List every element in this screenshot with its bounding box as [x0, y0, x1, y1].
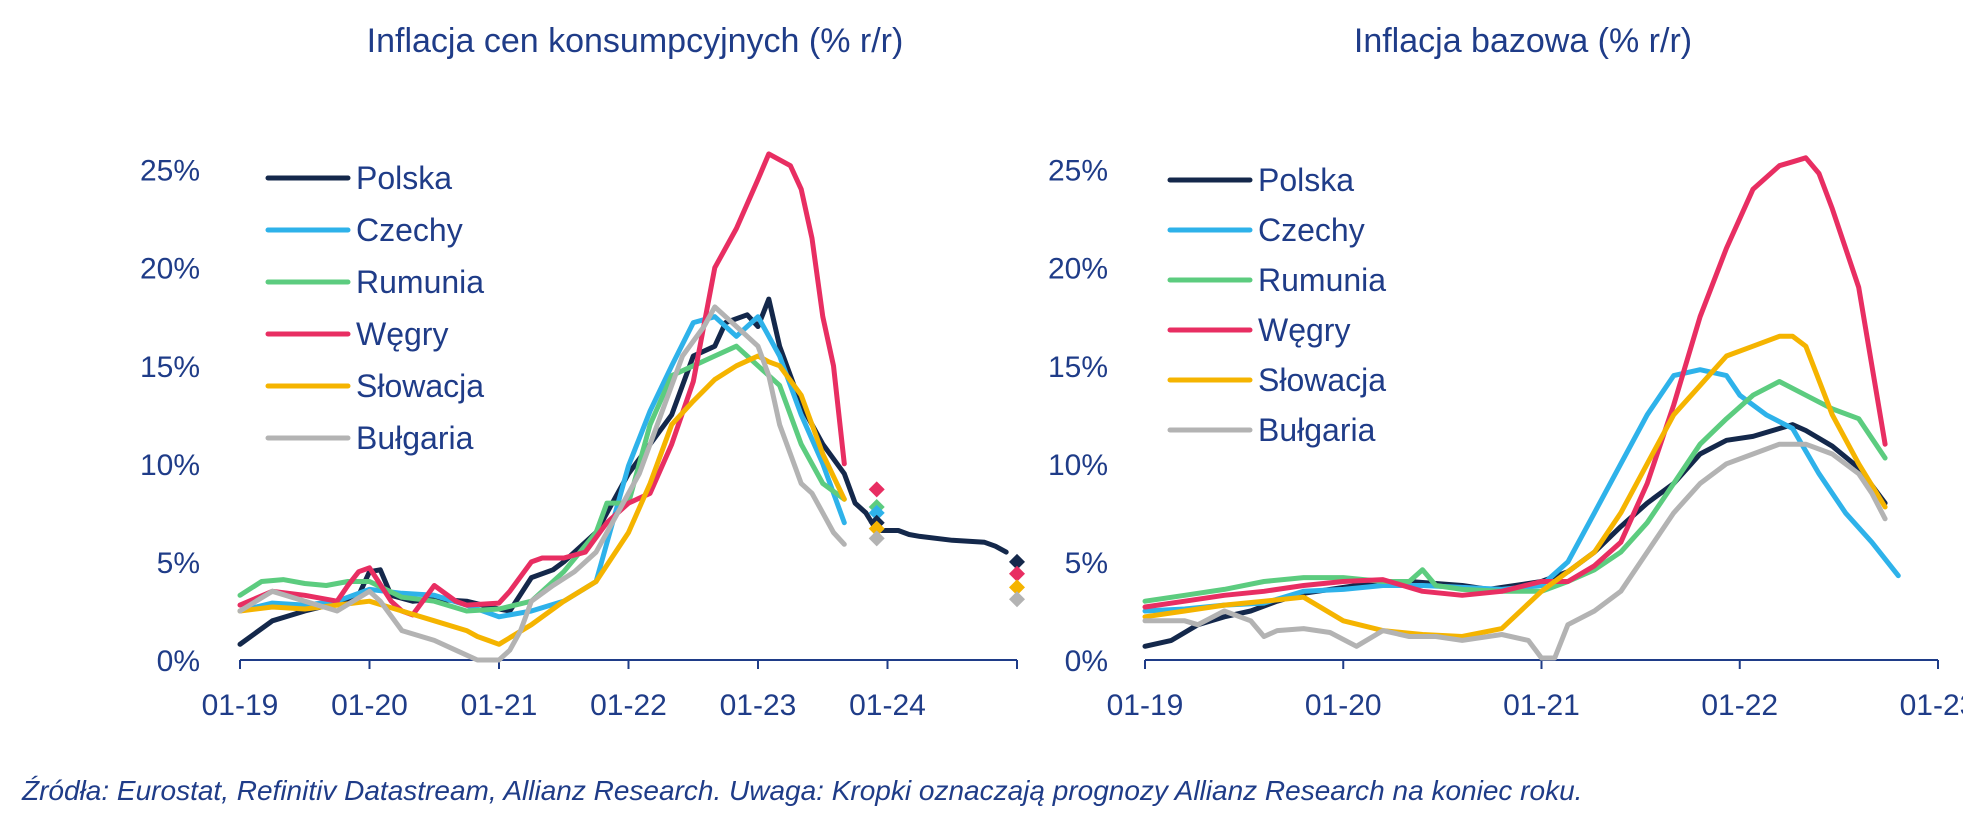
- x-tick-label: 01-22: [1701, 689, 1778, 722]
- x-axis-labels: 01-19 01-20 01-21 01-22 01-23: [1107, 689, 1963, 722]
- legend-label: Rumunia: [1258, 262, 1386, 298]
- legend-label: Bułgaria: [1258, 412, 1376, 448]
- chart-cpi-inflation: Inflacja cen konsumpcyjnych (% r/r) 0% 5%…: [140, 22, 1025, 722]
- y-tick-label: 5%: [1065, 547, 1108, 580]
- legend-label: Rumunia: [356, 264, 484, 300]
- legend: Polska Czechy Rumunia Węgry Słowacja Bułgaria: [265, 160, 484, 456]
- chart-core-inflation: Inflacja bazowa (% r/r) 0% 5% 10% 15% 20% 25%…: [1048, 22, 1963, 722]
- y-tick-label: 20%: [140, 253, 200, 286]
- y-tick-label: 15%: [1048, 351, 1108, 384]
- x-tick-label: 01-19: [202, 689, 279, 722]
- x-tick-label: 01-19: [1107, 689, 1184, 722]
- chart-title: Inflacja cen konsumpcyjnych (% r/r): [367, 22, 904, 60]
- x-tick-label: 01-24: [849, 689, 926, 722]
- chart-title: Inflacja bazowa (% r/r): [1354, 22, 1692, 60]
- x-tick-label: 01-22: [590, 689, 667, 722]
- source-footnote: Źródła: Eurostat, Refinitiv Datastream, …: [22, 775, 1583, 806]
- series-line-bułgaria: [1142, 441, 1888, 661]
- legend-label: Czechy: [1258, 212, 1365, 248]
- x-tick-label: 01-20: [331, 689, 408, 722]
- y-tick-label: 20%: [1048, 253, 1108, 286]
- series-line-węgry: [1142, 155, 1888, 610]
- x-tick-label: 01-23: [1900, 689, 1963, 722]
- y-tick-label: 0%: [1065, 645, 1108, 678]
- series-line-słowacja: [237, 353, 847, 647]
- series-line-czechy: [1142, 367, 1901, 614]
- legend-label: Słowacja: [1258, 362, 1386, 398]
- forecast-marker-bułgaria: [868, 530, 885, 547]
- series-line-bułgaria: [237, 304, 847, 663]
- forecast-marker-czechy: [868, 504, 885, 521]
- series-line-węgry: [237, 151, 847, 618]
- x-tick-label: 01-21: [1503, 689, 1580, 722]
- forecast-marker-węgry: [868, 481, 885, 498]
- legend-label: Czechy: [356, 212, 463, 248]
- x-axis: [1144, 659, 1939, 669]
- y-tick-label: 10%: [1048, 449, 1108, 482]
- legend-label: Polska: [1258, 162, 1354, 198]
- y-tick-label: 0%: [157, 645, 200, 678]
- y-axis-labels: 0% 5% 10% 15% 20% 25%: [140, 155, 200, 678]
- legend-label: Słowacja: [356, 368, 484, 404]
- legend: Polska Czechy Rumunia Węgry Słowacja Bułgaria: [1167, 162, 1386, 448]
- plot-area: [1142, 155, 1901, 661]
- forecast-marker-węgry: [1009, 565, 1025, 582]
- x-axis: [239, 659, 1018, 669]
- x-tick-label: 01-21: [461, 689, 538, 722]
- x-tick-label: 01-23: [720, 689, 797, 722]
- forecast-markers: [868, 481, 1025, 608]
- series-line-rumunia: [1142, 379, 1888, 604]
- y-tick-label: 25%: [1048, 155, 1108, 188]
- legend-label: Bułgaria: [356, 420, 474, 456]
- forecast-marker-słowacja: [868, 520, 885, 537]
- forecast-marker-słowacja: [1009, 579, 1025, 596]
- y-tick-label: 5%: [157, 547, 200, 580]
- plot-area: [237, 151, 1009, 663]
- y-tick-label: 25%: [140, 155, 200, 188]
- legend-label: Węgry: [1258, 312, 1350, 348]
- series-line-słowacja: [1142, 333, 1888, 639]
- x-tick-label: 01-20: [1305, 689, 1382, 722]
- legend-label: Węgry: [356, 316, 448, 352]
- forecast-marker-bułgaria: [1009, 591, 1025, 608]
- legend-label: Polska: [356, 160, 452, 196]
- forecast-marker-polska: [1009, 553, 1025, 570]
- x-axis-labels: 01-19 01-20 01-21 01-22 01-23 01-24: [202, 689, 926, 722]
- y-axis-labels: 0% 5% 10% 15% 20% 25%: [1048, 155, 1108, 678]
- y-tick-label: 15%: [140, 351, 200, 384]
- y-tick-label: 10%: [140, 449, 200, 482]
